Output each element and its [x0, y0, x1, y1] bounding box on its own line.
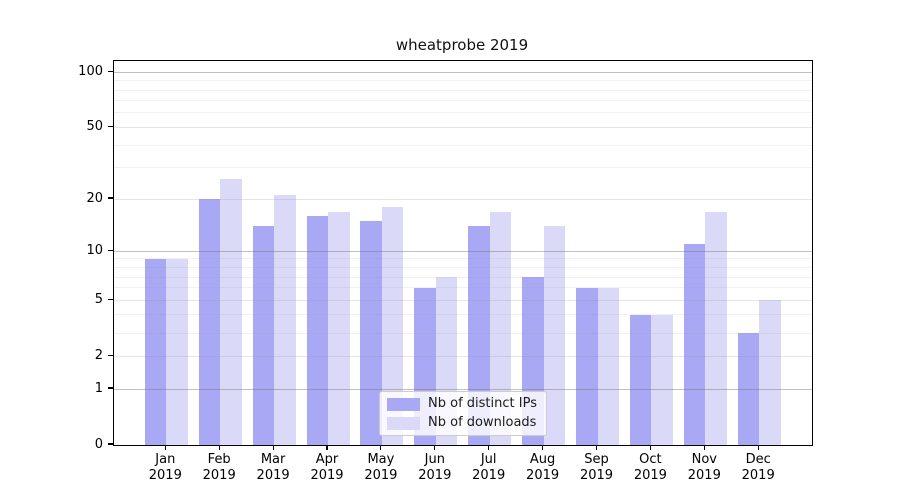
bar-distinct-ips-oct [629, 315, 652, 445]
y-tick-label-10: 10 [86, 242, 103, 258]
bar-downloads-nov [705, 211, 727, 445]
bar-distinct-ips-dec [737, 333, 760, 445]
x-tick-label-may: May 2019 [364, 452, 398, 483]
bar-downloads-mar [274, 195, 296, 445]
x-tick-mark-mar [272, 445, 274, 450]
x-tick-label-feb: Feb 2019 [202, 452, 236, 483]
bar-downloads-jul [489, 211, 512, 445]
x-tick-mark-dec [757, 445, 759, 450]
bar-downloads-sep [597, 287, 619, 445]
x-tick-label-jun: Jun 2019 [418, 452, 452, 483]
plot-area: Nb of distinct IPs Nb of downloads [113, 60, 813, 446]
x-tick-mark-apr [326, 445, 328, 450]
x-tick-mark-oct [649, 445, 651, 450]
y-tick-mark-10 [108, 249, 113, 251]
x-tick-label-jul: Jul 2019 [472, 452, 506, 483]
bar-downloads-aug [543, 226, 566, 445]
x-tick-mark-feb [218, 445, 220, 450]
x-tick-label-sep: Sep 2019 [579, 452, 614, 483]
y-tick-mark-100 [108, 70, 113, 72]
bar-distinct-ips-feb [198, 199, 221, 445]
y-tick-mark-20 [108, 197, 113, 199]
y-tick-mark-0 [108, 443, 113, 445]
legend-swatch-downloads [387, 416, 421, 430]
bar-distinct-ips-apr [306, 216, 328, 445]
legend: Nb of distinct IPs Nb of downloads [379, 391, 547, 436]
legend-item-distinct-ips: Nb of distinct IPs [387, 397, 537, 411]
x-tick-mark-jan [164, 445, 166, 450]
bar-downloads-jan [166, 259, 188, 445]
x-tick-label-nov: Nov 2019 [687, 452, 721, 483]
y-tick-label-0: 0 [94, 436, 103, 452]
bars-layer [114, 61, 812, 445]
y-tick-mark-50 [108, 125, 113, 127]
legend-label-distinct-ips: Nb of distinct IPs [428, 396, 537, 411]
y-tick-mark-5 [108, 298, 113, 300]
y-tick-label-20: 20 [86, 190, 103, 206]
x-tick-mark-nov [703, 445, 705, 450]
y-tick-label-50: 50 [86, 118, 103, 134]
x-tick-label-jan: Jan 2019 [148, 452, 182, 483]
bar-distinct-ips-nov [683, 244, 706, 445]
x-tick-mark-sep [595, 445, 598, 450]
x-tick-mark-jul [488, 445, 490, 450]
x-tick-label-apr: Apr 2019 [310, 452, 344, 483]
chart-title: wheatprobe 2019 [395, 36, 529, 54]
bar-distinct-ips-jul [468, 226, 490, 445]
bar-distinct-ips-jan [144, 259, 167, 445]
x-tick-label-aug: Aug 2019 [526, 452, 560, 483]
bar-downloads-oct [651, 315, 673, 445]
legend-swatch-distinct-ips [387, 397, 421, 411]
bar-downloads-may [381, 207, 404, 445]
x-tick-mark-may [380, 445, 382, 450]
x-tick-label-mar: Mar 2019 [256, 452, 290, 483]
legend-item-downloads: Nb of downloads [387, 416, 537, 430]
bar-distinct-ips-sep [576, 287, 598, 445]
y-tick-mark-1 [108, 387, 113, 389]
bar-downloads-feb [220, 178, 242, 445]
bar-distinct-ips-may [360, 221, 382, 445]
y-tick-label-2: 2 [94, 347, 103, 363]
x-tick-mark-aug [542, 445, 544, 450]
bar-downloads-dec [759, 300, 781, 445]
x-tick-label-oct: Oct 2019 [633, 452, 667, 483]
y-tick-label-5: 5 [94, 291, 103, 307]
bar-distinct-ips-mar [252, 226, 275, 445]
y-tick-label-100: 100 [78, 63, 103, 79]
x-tick-mark-jun [434, 445, 436, 450]
y-tick-mark-2 [108, 354, 113, 356]
x-tick-label-dec: Dec 2019 [741, 452, 775, 483]
bar-downloads-apr [328, 211, 350, 445]
y-tick-label-1: 1 [94, 380, 103, 396]
legend-label-downloads: Nb of downloads [428, 415, 537, 430]
